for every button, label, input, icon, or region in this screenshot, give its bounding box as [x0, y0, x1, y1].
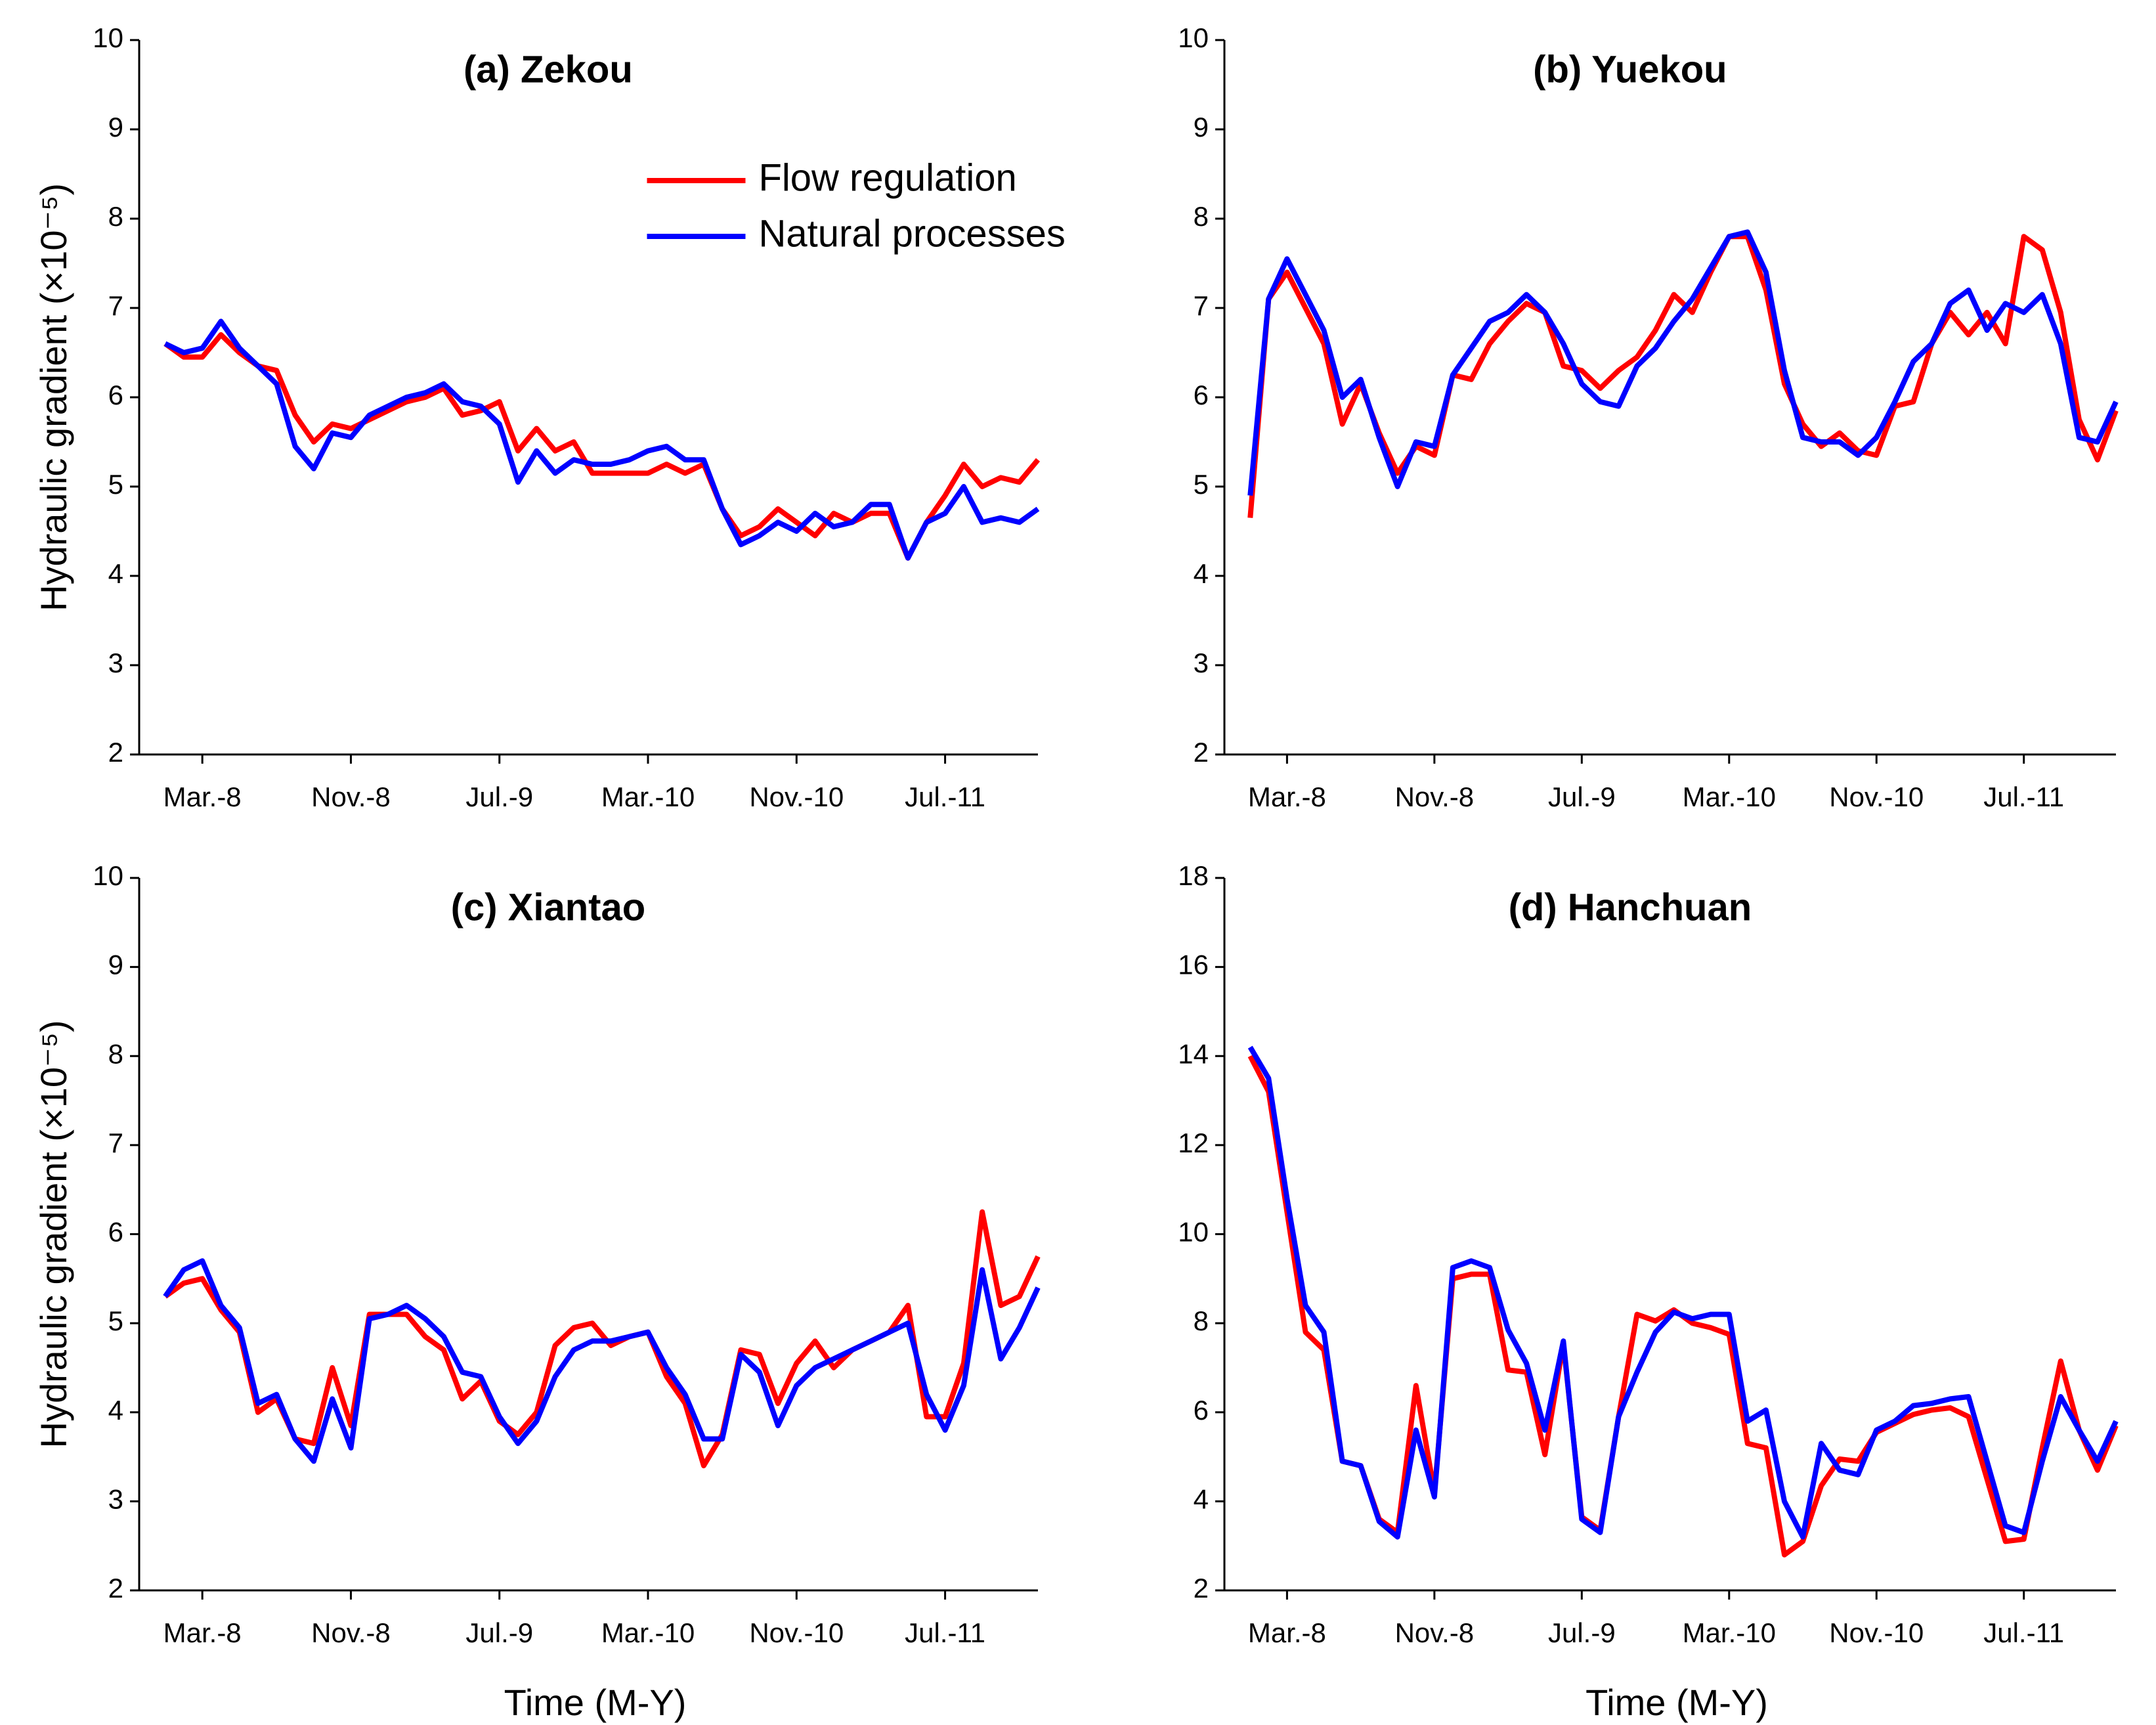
y-tick-label: 6 — [1194, 380, 1209, 410]
x-tick-label: Mar.-10 — [601, 1617, 695, 1648]
y-tick-label: 3 — [108, 1483, 123, 1514]
x-tick-label: Jul.-9 — [465, 781, 533, 812]
x-tick-label: Jul.-11 — [905, 1617, 985, 1648]
x-tick-label: Jul.-9 — [465, 1617, 533, 1648]
y-tick-label: 12 — [1178, 1127, 1209, 1158]
y-tick-label: 9 — [1194, 112, 1209, 142]
x-axis-label: Time (M-Y) — [1585, 1682, 1768, 1723]
series-line — [163, 318, 1040, 561]
legend-label: Flow regulation — [758, 156, 1016, 199]
x-tick-label: Jul.-9 — [1548, 1617, 1616, 1648]
x-tick-label: Mar.-8 — [1248, 781, 1326, 812]
panel: 2 3 4 5 6 7 8 9 10 Mar.-8 Nov.-8 Jul.-9 Mar.-10 Nov.-… — [33, 860, 1041, 1723]
y-tick-label: 7 — [108, 1127, 123, 1158]
y-tick-label: 4 — [108, 1395, 123, 1426]
x-tick-label: Nov.-10 — [749, 781, 844, 812]
y-tick-label: 3 — [108, 647, 123, 678]
y-tick-label: 2 — [108, 1573, 123, 1604]
y-tick-label: 5 — [108, 1305, 123, 1336]
x-tick-label: Nov.-10 — [1829, 781, 1924, 812]
x-tick-label: Nov.-10 — [1829, 1617, 1924, 1648]
y-tick-label: 2 — [1194, 737, 1209, 768]
x-tick-label: Jul.-9 — [1548, 781, 1616, 812]
x-tick-label: Mar.-8 — [163, 1617, 242, 1648]
series-line — [1247, 1055, 2119, 1558]
y-tick-label: 8 — [1194, 1305, 1209, 1336]
y-tick-label: 7 — [108, 290, 123, 321]
series-line — [1247, 1045, 2119, 1540]
y-tick-label: 9 — [108, 950, 123, 980]
x-tick-label: Mar.-8 — [163, 781, 242, 812]
series-line — [163, 1258, 1041, 1464]
y-tick-label: 5 — [108, 469, 123, 500]
x-tick-label: Nov.-8 — [1395, 1617, 1475, 1648]
y-tick-label: 4 — [108, 558, 123, 589]
x-tick-label: Jul.-11 — [905, 781, 985, 812]
y-tick-label: 10 — [1178, 1217, 1209, 1248]
y-axis-label: Hydraulic gradient (×10⁻⁵) — [33, 183, 74, 611]
x-tick-label: Nov.-8 — [311, 1617, 391, 1648]
x-tick-label: Mar.-10 — [601, 781, 695, 812]
panel-title: (d) Hanchuan — [1509, 886, 1752, 928]
y-tick-label: 10 — [93, 860, 123, 891]
y-tick-label: 6 — [108, 1217, 123, 1248]
x-axis-label: Time (M-Y) — [504, 1682, 687, 1723]
y-tick-label: 4 — [1194, 1483, 1209, 1514]
x-tick-label: Nov.-8 — [1395, 781, 1475, 812]
x-tick-label: Jul.-11 — [1983, 781, 2064, 812]
y-tick-label: 7 — [1194, 290, 1209, 321]
y-tick-label: 8 — [1194, 201, 1209, 232]
panel-title: (a) Zekou — [464, 48, 633, 91]
legend-label: Natural processes — [758, 212, 1065, 255]
panel: 2 3 4 5 6 7 8 9 10 Mar.-8 Nov.-8 Jul.-9 Mar.-10 Nov.-… — [33, 22, 1066, 812]
y-tick-label: 9 — [108, 112, 123, 142]
series-line — [163, 1209, 1041, 1469]
x-tick-label: Mar.-10 — [1683, 1617, 1776, 1648]
y-tick-label: 2 — [108, 737, 123, 768]
x-tick-label: Mar.-10 — [1683, 781, 1776, 812]
y-tick-label: 8 — [108, 201, 123, 232]
y-tick-label: 8 — [108, 1038, 123, 1069]
y-tick-label: 14 — [1178, 1038, 1209, 1069]
series-line — [1247, 229, 2119, 496]
y-tick-label: 5 — [1194, 469, 1209, 500]
x-tick-label: Mar.-8 — [1248, 1617, 1326, 1648]
y-tick-label: 16 — [1178, 950, 1209, 980]
y-tick-label: 10 — [93, 22, 123, 53]
y-axis-label: Hydraulic gradient (×10⁻⁵) — [33, 1020, 74, 1449]
x-tick-label: Jul.-11 — [1983, 1617, 2064, 1648]
y-tick-label: 10 — [1178, 22, 1209, 53]
panel-title: (c) Xiantao — [451, 886, 646, 928]
panel: 2 4 6 8 10 12 14 16 18 Mar.-8 Nov.-8 Jul.-9 Mar.-10 N… — [1178, 860, 2119, 1723]
y-tick-label: 4 — [1194, 558, 1209, 589]
x-tick-label: Nov.-10 — [749, 1617, 844, 1648]
y-tick-label: 3 — [1194, 647, 1209, 678]
series-line — [1247, 234, 2119, 518]
x-tick-label: Nov.-8 — [311, 781, 391, 812]
panel: 2 3 4 5 6 7 8 9 10 Mar.-8 Nov.-8 Jul.-9 Mar.-10 Nov.-… — [1178, 22, 2119, 812]
y-tick-label: 6 — [1194, 1395, 1209, 1426]
y-tick-label: 2 — [1194, 1573, 1209, 1604]
y-tick-label: 6 — [108, 380, 123, 410]
panel-title: (b) Yuekou — [1533, 48, 1727, 91]
y-tick-label: 18 — [1178, 860, 1209, 891]
